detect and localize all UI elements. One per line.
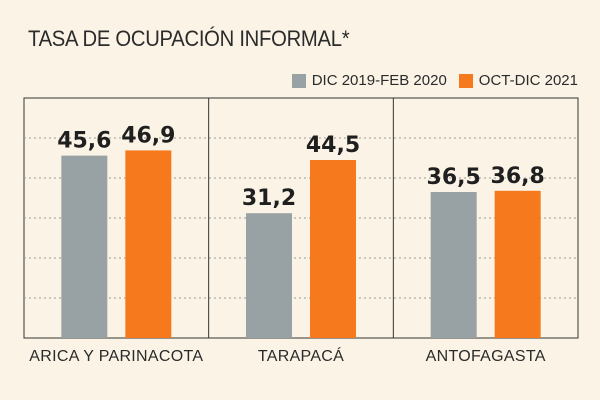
legend-swatch-series-1 <box>291 73 306 88</box>
chart-legend: DIC 2019-FEB 2020 OCT-DIC 2021 <box>291 72 578 89</box>
legend-label-series-2: OCT-DIC 2021 <box>478 72 578 89</box>
data-label: 36,8 <box>491 164 545 189</box>
legend-item-series-2: OCT-DIC 2021 <box>458 72 578 89</box>
data-label: 31,2 <box>242 186 296 211</box>
legend-label-series-1: DIC 2019-FEB 2020 <box>311 72 447 89</box>
legend-item-series-1: DIC 2019-FEB 2020 <box>291 72 447 89</box>
data-label: 36,5 <box>427 165 481 190</box>
bar-1-2 <box>246 213 292 338</box>
data-label: 45,6 <box>57 129 111 154</box>
bar-2-3 <box>494 190 541 338</box>
legend-swatch-series-2 <box>458 73 473 88</box>
bar-2-2 <box>310 160 356 338</box>
bar-1-3 <box>430 192 477 338</box>
bar-1-1 <box>61 155 108 338</box>
category-label: ANTOFAGASTA <box>426 348 546 365</box>
category-label: ARICA Y PARINACOTA <box>29 348 203 365</box>
data-label: 46,9 <box>121 123 175 148</box>
chart-title: TASA DE OCUPACIÓN INFORMAL* <box>28 26 350 51</box>
category-label: TARAPACÁ <box>258 346 344 365</box>
data-label: 44,5 <box>306 133 360 158</box>
bar-2-1 <box>125 150 172 338</box>
